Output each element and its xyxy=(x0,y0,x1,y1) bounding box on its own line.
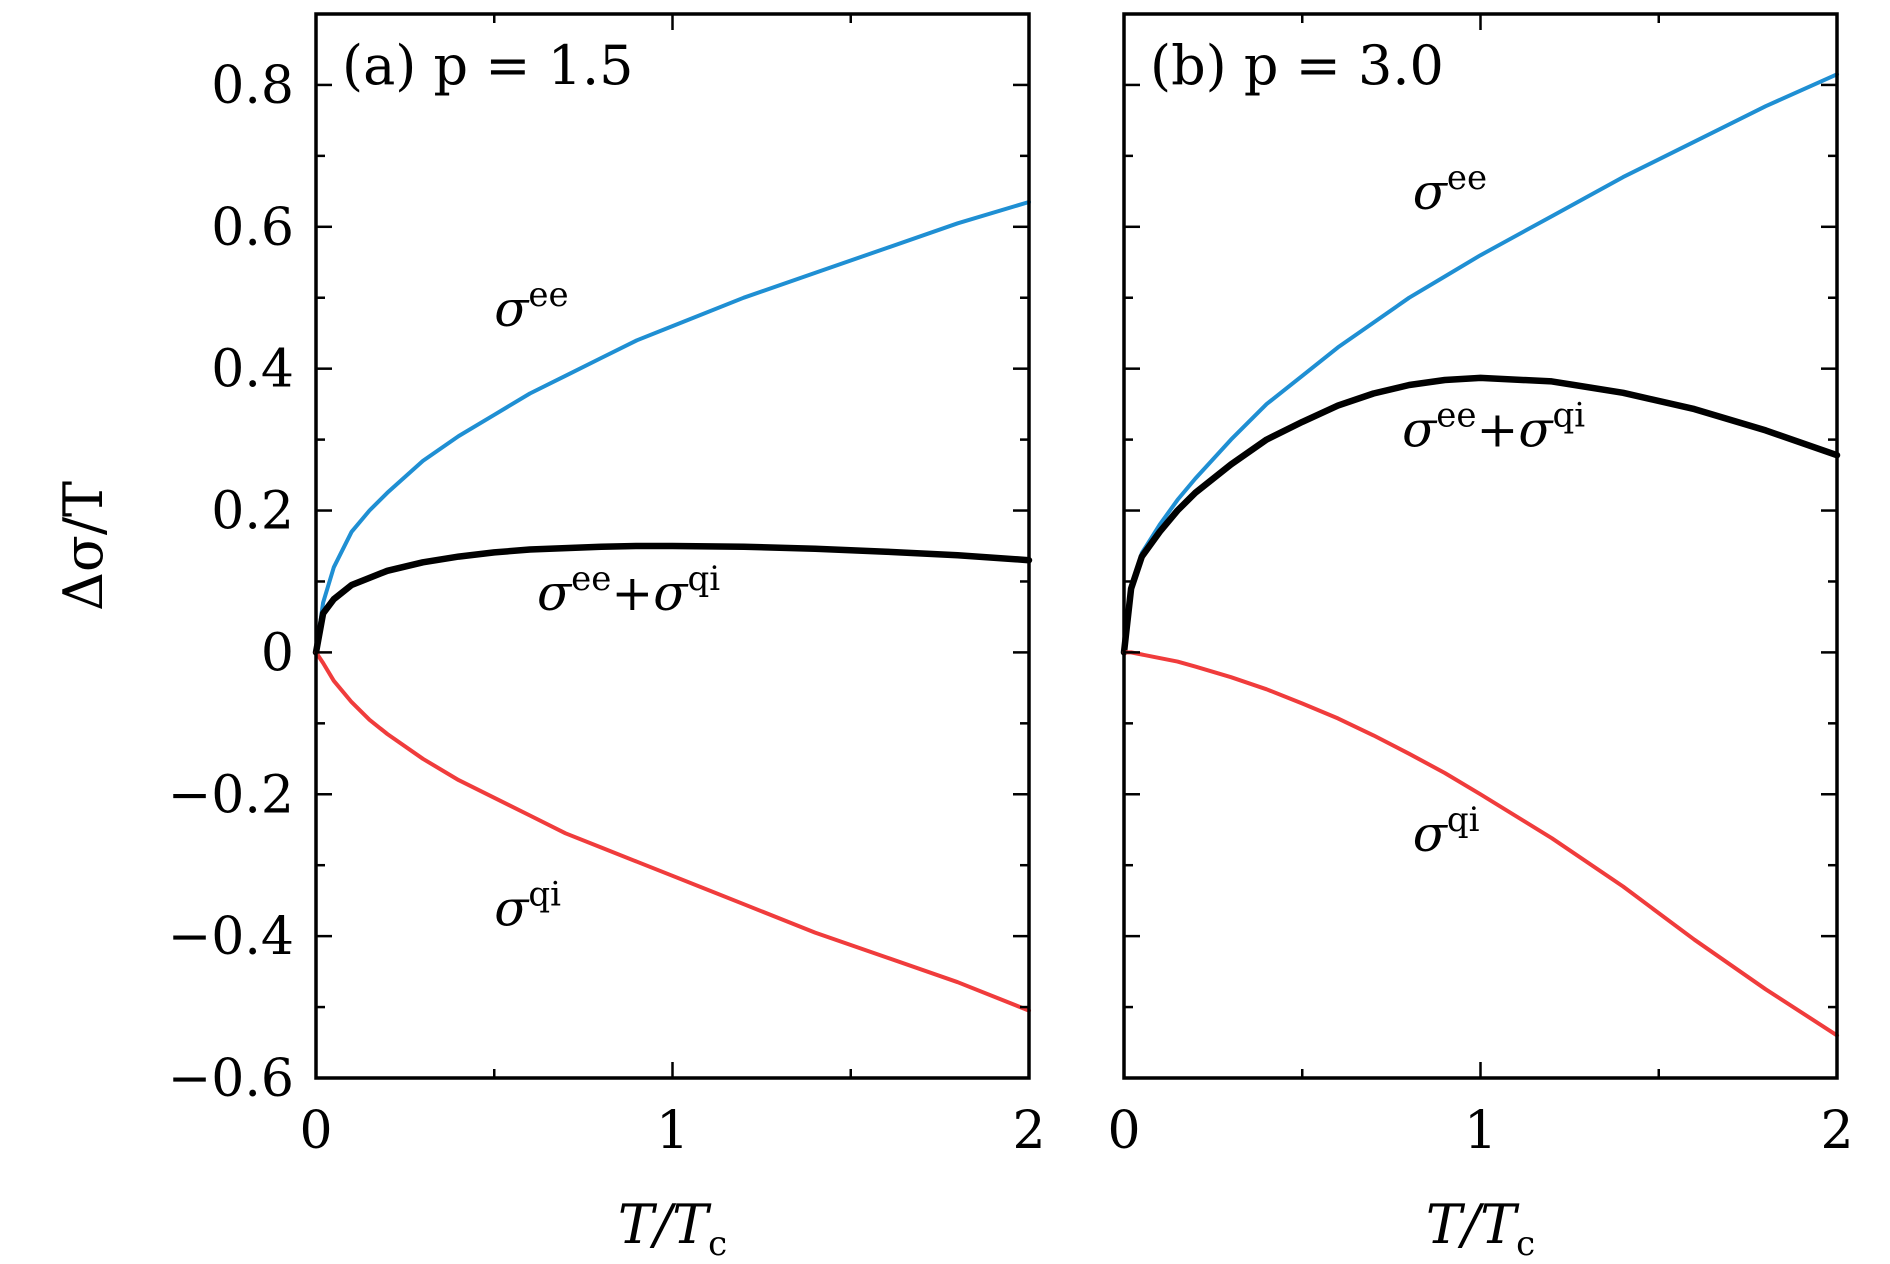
x-axis-title-a: T/Tc xyxy=(618,1193,727,1264)
x-tick-label: 2 xyxy=(1012,1101,1045,1161)
y-tick-label: −0.4 xyxy=(168,907,294,967)
panel-a: (a) p = 1.5 0 1 2 −0.6 −0.4 −0.2 0 0.2 0.4 0.6 0.8… xyxy=(168,12,1046,1264)
y-tick-label: 0.8 xyxy=(211,56,294,116)
series-label: σee xyxy=(1413,158,1487,221)
y-tick-label: 0.2 xyxy=(211,482,294,542)
x-tick-label: 2 xyxy=(1820,1101,1853,1161)
x-tick-label: 1 xyxy=(1464,1101,1497,1161)
y-tick-label: 0.4 xyxy=(211,340,294,400)
series-line-qi xyxy=(1122,650,1839,1038)
y-tick-label: −0.2 xyxy=(168,765,294,825)
ticks-a: 0 1 2 −0.6 −0.4 −0.2 0 0.2 0.4 0.6 0.8 xyxy=(168,12,1046,1161)
x-tick-label: 1 xyxy=(656,1101,689,1161)
series-label: σqi xyxy=(1413,800,1480,863)
series-labels-a: σee σee+σqi σqi xyxy=(494,275,720,937)
series-line-ee xyxy=(314,200,1031,655)
plot-area-a xyxy=(312,200,1033,1013)
series-label: σee+σqi xyxy=(1402,396,1585,459)
series-line-ee-sum xyxy=(1120,374,1841,656)
panel-label-a: (a) p = 1.5 xyxy=(342,34,634,97)
series-label: σee+σqi xyxy=(537,559,720,622)
y-tick-label: −0.6 xyxy=(168,1049,294,1109)
series-line-qi xyxy=(314,650,1031,1013)
y-tick-label: 0.6 xyxy=(211,198,294,258)
x-axis-title-b: T/Tc xyxy=(1426,1193,1535,1264)
y-tick-label: 0 xyxy=(261,623,294,683)
panel-label-b: (b) p = 3.0 xyxy=(1150,34,1444,97)
plot-area-b xyxy=(1120,72,1841,1038)
y-axis-title: Δσ/T xyxy=(52,481,115,611)
series-label: σee xyxy=(494,275,568,338)
ticks-b: 0 1 2 xyxy=(1107,12,1854,1161)
x-tick-label: 0 xyxy=(1107,1101,1140,1161)
series-labels-b: σee σee+σqi σqi xyxy=(1402,158,1585,863)
series-line-ee xyxy=(1122,72,1839,655)
series-label: σqi xyxy=(494,874,561,937)
series-line-ee-sum xyxy=(312,542,1033,656)
x-tick-label: 0 xyxy=(299,1101,332,1161)
panel-b: (b) p = 3.0 0 1 2 σee σee+σqi σqi T/Tc xyxy=(1107,12,1854,1264)
